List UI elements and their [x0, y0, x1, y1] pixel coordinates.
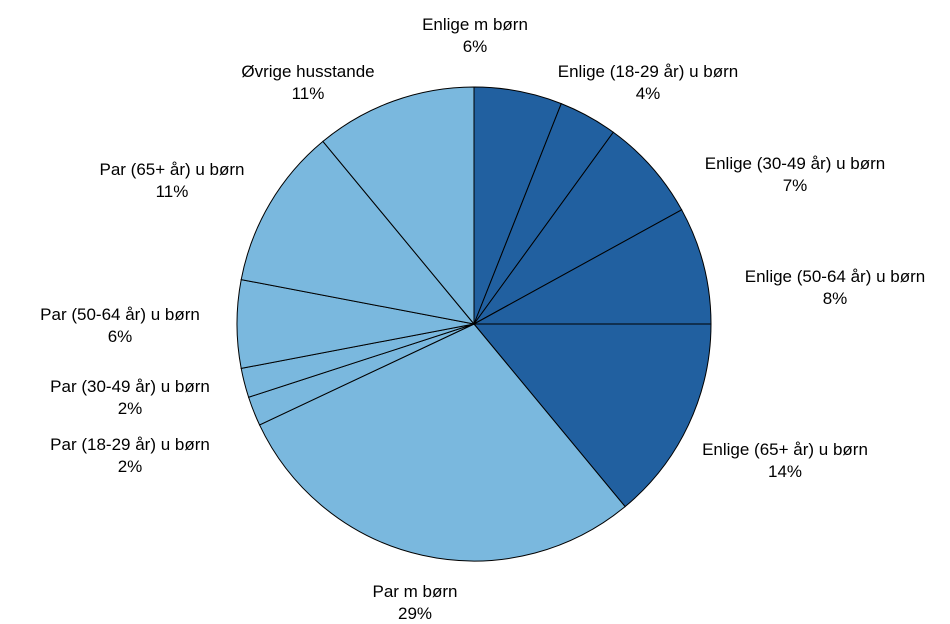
slice-value-label: 2% — [118, 399, 143, 418]
slice-name-label: Par m børn — [372, 582, 457, 601]
slice-value-label: 2% — [118, 457, 143, 476]
slice-value-label: 29% — [398, 604, 432, 623]
slice-value-label: 4% — [636, 84, 661, 103]
slice-value-label: 8% — [823, 289, 848, 308]
slice-value-label: 7% — [783, 176, 808, 195]
slice-name-label: Par (30-49 år) u børn — [50, 377, 210, 396]
pie-labels: Enlige m børn 6% Enlige (18-29 år) u børn 4… — [40, 15, 925, 623]
slice-name-label: Par (18-29 år) u børn — [50, 435, 210, 454]
pie-slice-ovrige-husstande — [322, 86, 475, 326]
slice-value-label: 6% — [463, 37, 488, 56]
pie-slices — [236, 86, 712, 562]
pie-slice-par-65-ar-u-born — [240, 140, 476, 325]
slice-value-label: 11% — [156, 182, 189, 201]
pie-slice-enlige-65-ar-u-born — [472, 323, 712, 508]
pie-slice-par-m-born — [258, 323, 626, 562]
slice-name-label: Par (50-64 år) u børn — [40, 305, 200, 324]
slice-value-label: 11% — [292, 84, 325, 103]
slice-name-label: Enlige m børn — [422, 15, 528, 34]
slice-name-label: Par (65+ år) u børn — [99, 160, 244, 179]
slice-value-label: 6% — [108, 327, 133, 346]
pie-slice-enlige-30-49-ar-u-born — [473, 131, 683, 325]
slice-name-label: Enlige (30-49 år) u børn — [705, 154, 885, 173]
slice-name-label: Øvrige husstande — [241, 62, 374, 81]
slice-name-label: Enlige (18-29 år) u børn — [558, 62, 738, 81]
slice-name-label: Enlige (50-64 år) u børn — [745, 267, 925, 286]
slice-value-label: 14% — [768, 462, 802, 481]
pie-slice-enlige-50-64-ar-u-born — [473, 209, 712, 325]
slice-name-label: Enlige (65+ år) u børn — [702, 440, 868, 459]
